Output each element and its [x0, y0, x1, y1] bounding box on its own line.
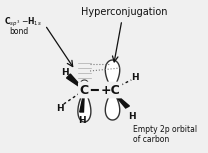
Text: H: H [128, 112, 136, 121]
Polygon shape [105, 60, 120, 90]
Text: H: H [78, 116, 85, 125]
Polygon shape [80, 90, 84, 112]
Polygon shape [67, 74, 84, 90]
Text: H: H [131, 73, 139, 82]
Text: H: H [56, 103, 64, 112]
Polygon shape [78, 90, 91, 122]
Polygon shape [105, 90, 120, 120]
Text: $\mathbf{C}_{sp^3}$: $\mathbf{C}_{sp^3}$ [4, 15, 20, 29]
Polygon shape [81, 80, 88, 90]
Text: Empty 2p orbital
of carbon: Empty 2p orbital of carbon [133, 125, 197, 144]
Text: H: H [61, 67, 68, 76]
Text: Hyperconjugation: Hyperconjugation [82, 7, 168, 17]
Text: C: C [80, 84, 89, 97]
Text: +C: +C [101, 84, 120, 97]
Text: $-\mathbf{H}_{1s}$: $-\mathbf{H}_{1s}$ [21, 16, 42, 28]
Text: bond: bond [9, 26, 29, 35]
Polygon shape [111, 90, 129, 108]
